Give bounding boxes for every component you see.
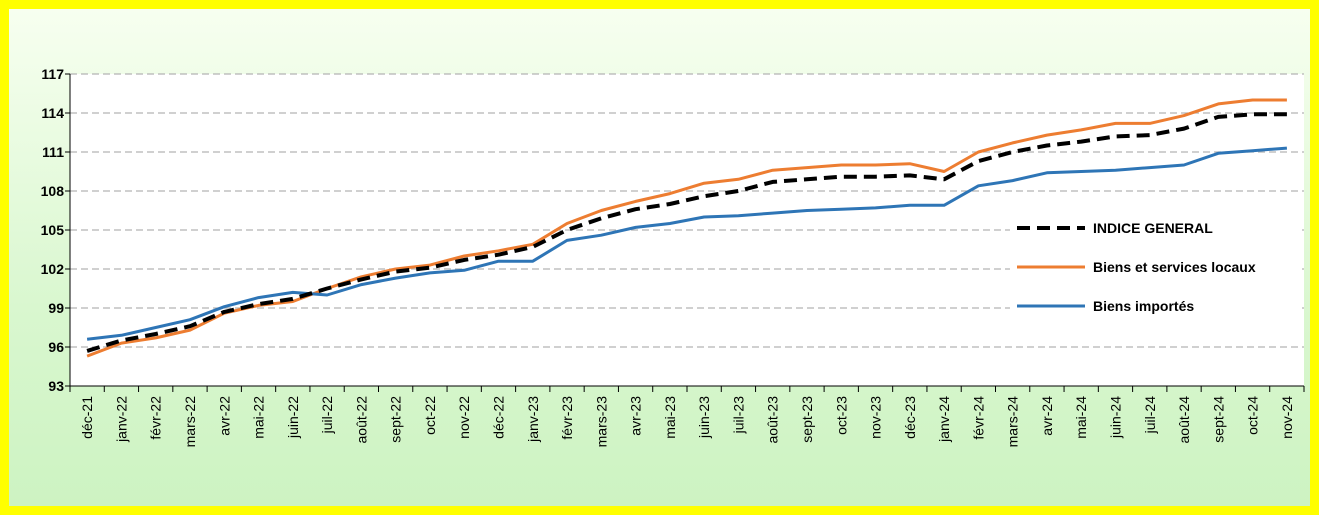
x-tick-label: déc-23 — [902, 396, 918, 439]
x-tick-label: août-23 — [765, 396, 781, 444]
y-tick-label: 93 — [48, 378, 64, 394]
x-tick-label: mai-23 — [662, 396, 678, 439]
x-tick-label: févr-22 — [148, 396, 164, 440]
x-tick-label: juin-22 — [285, 396, 301, 439]
x-tick-label: mars-22 — [182, 396, 198, 448]
legend-label: INDICE GENERAL — [1093, 220, 1213, 236]
x-tick-label: mai-24 — [1073, 396, 1089, 439]
series-line-2 — [86, 146, 1288, 341]
x-tick-label: janv-24 — [936, 396, 952, 443]
x-tick-label: janv-22 — [113, 396, 129, 443]
y-tick-label: 108 — [41, 183, 65, 199]
x-tick-label: avr-22 — [216, 396, 232, 436]
x-tick-label: nov-23 — [868, 396, 884, 439]
x-tick-label: juin-23 — [696, 396, 712, 439]
x-tick-label: sept-23 — [799, 396, 815, 443]
x-tick-label: nov-24 — [1279, 396, 1295, 439]
legend: INDICE GENERAL Biens et services locaux Bi… — [1010, 214, 1300, 320]
legend-label: Biens importés — [1093, 298, 1194, 314]
x-tick-label: sept-22 — [388, 396, 404, 443]
x-tick-label: sept-24 — [1210, 396, 1226, 443]
x-tick-label: déc-22 — [490, 396, 506, 439]
x-tick-label: avr-23 — [628, 396, 644, 436]
x-tick-label: juin-24 — [1107, 396, 1123, 439]
x-tick-label: juil-24 — [1142, 396, 1158, 435]
x-tick-label: janv-23 — [525, 396, 541, 443]
x-tick-label: août-24 — [1176, 396, 1192, 444]
series-line-1 — [86, 98, 1287, 358]
series-group — [86, 98, 1288, 358]
y-tick-label: 114 — [41, 105, 64, 121]
x-tick-label: juil-22 — [319, 396, 335, 435]
x-tick-label: mai-22 — [251, 396, 267, 439]
series-line-0 — [86, 112, 1287, 353]
y-tick-label: 111 — [42, 144, 64, 160]
x-tick-label: oct-24 — [1245, 396, 1261, 435]
x-tick-label: nov-22 — [456, 396, 472, 439]
y-tick-label: 105 — [41, 222, 65, 238]
x-tick-label: févr-24 — [970, 396, 986, 440]
x-tick-label: févr-23 — [559, 396, 575, 440]
legend-label: Biens et services locaux — [1093, 259, 1256, 275]
y-tick-label: 117 — [41, 66, 64, 82]
x-tick-label: juil-23 — [730, 396, 746, 435]
x-tick-label: mars-24 — [1005, 396, 1021, 448]
x-axis: déc-21 janv-22 févr-22 mars-22 avr-22 mai-22 j… — [69, 385, 1305, 448]
x-tick-label: mars-23 — [593, 396, 609, 448]
x-tick-label: avr-24 — [1039, 396, 1055, 436]
x-tick-label: oct-23 — [833, 396, 849, 435]
x-tick-label: oct-22 — [422, 396, 438, 435]
y-tick-label: 102 — [41, 261, 65, 277]
y-tick-label: 96 — [48, 339, 64, 355]
x-tick-label: déc-21 — [79, 396, 95, 439]
y-axis: 93 96 99 102 105 108 111 114 117 — [41, 66, 71, 394]
x-tick-label: août-22 — [353, 396, 369, 444]
y-tick-label: 99 — [48, 300, 64, 316]
